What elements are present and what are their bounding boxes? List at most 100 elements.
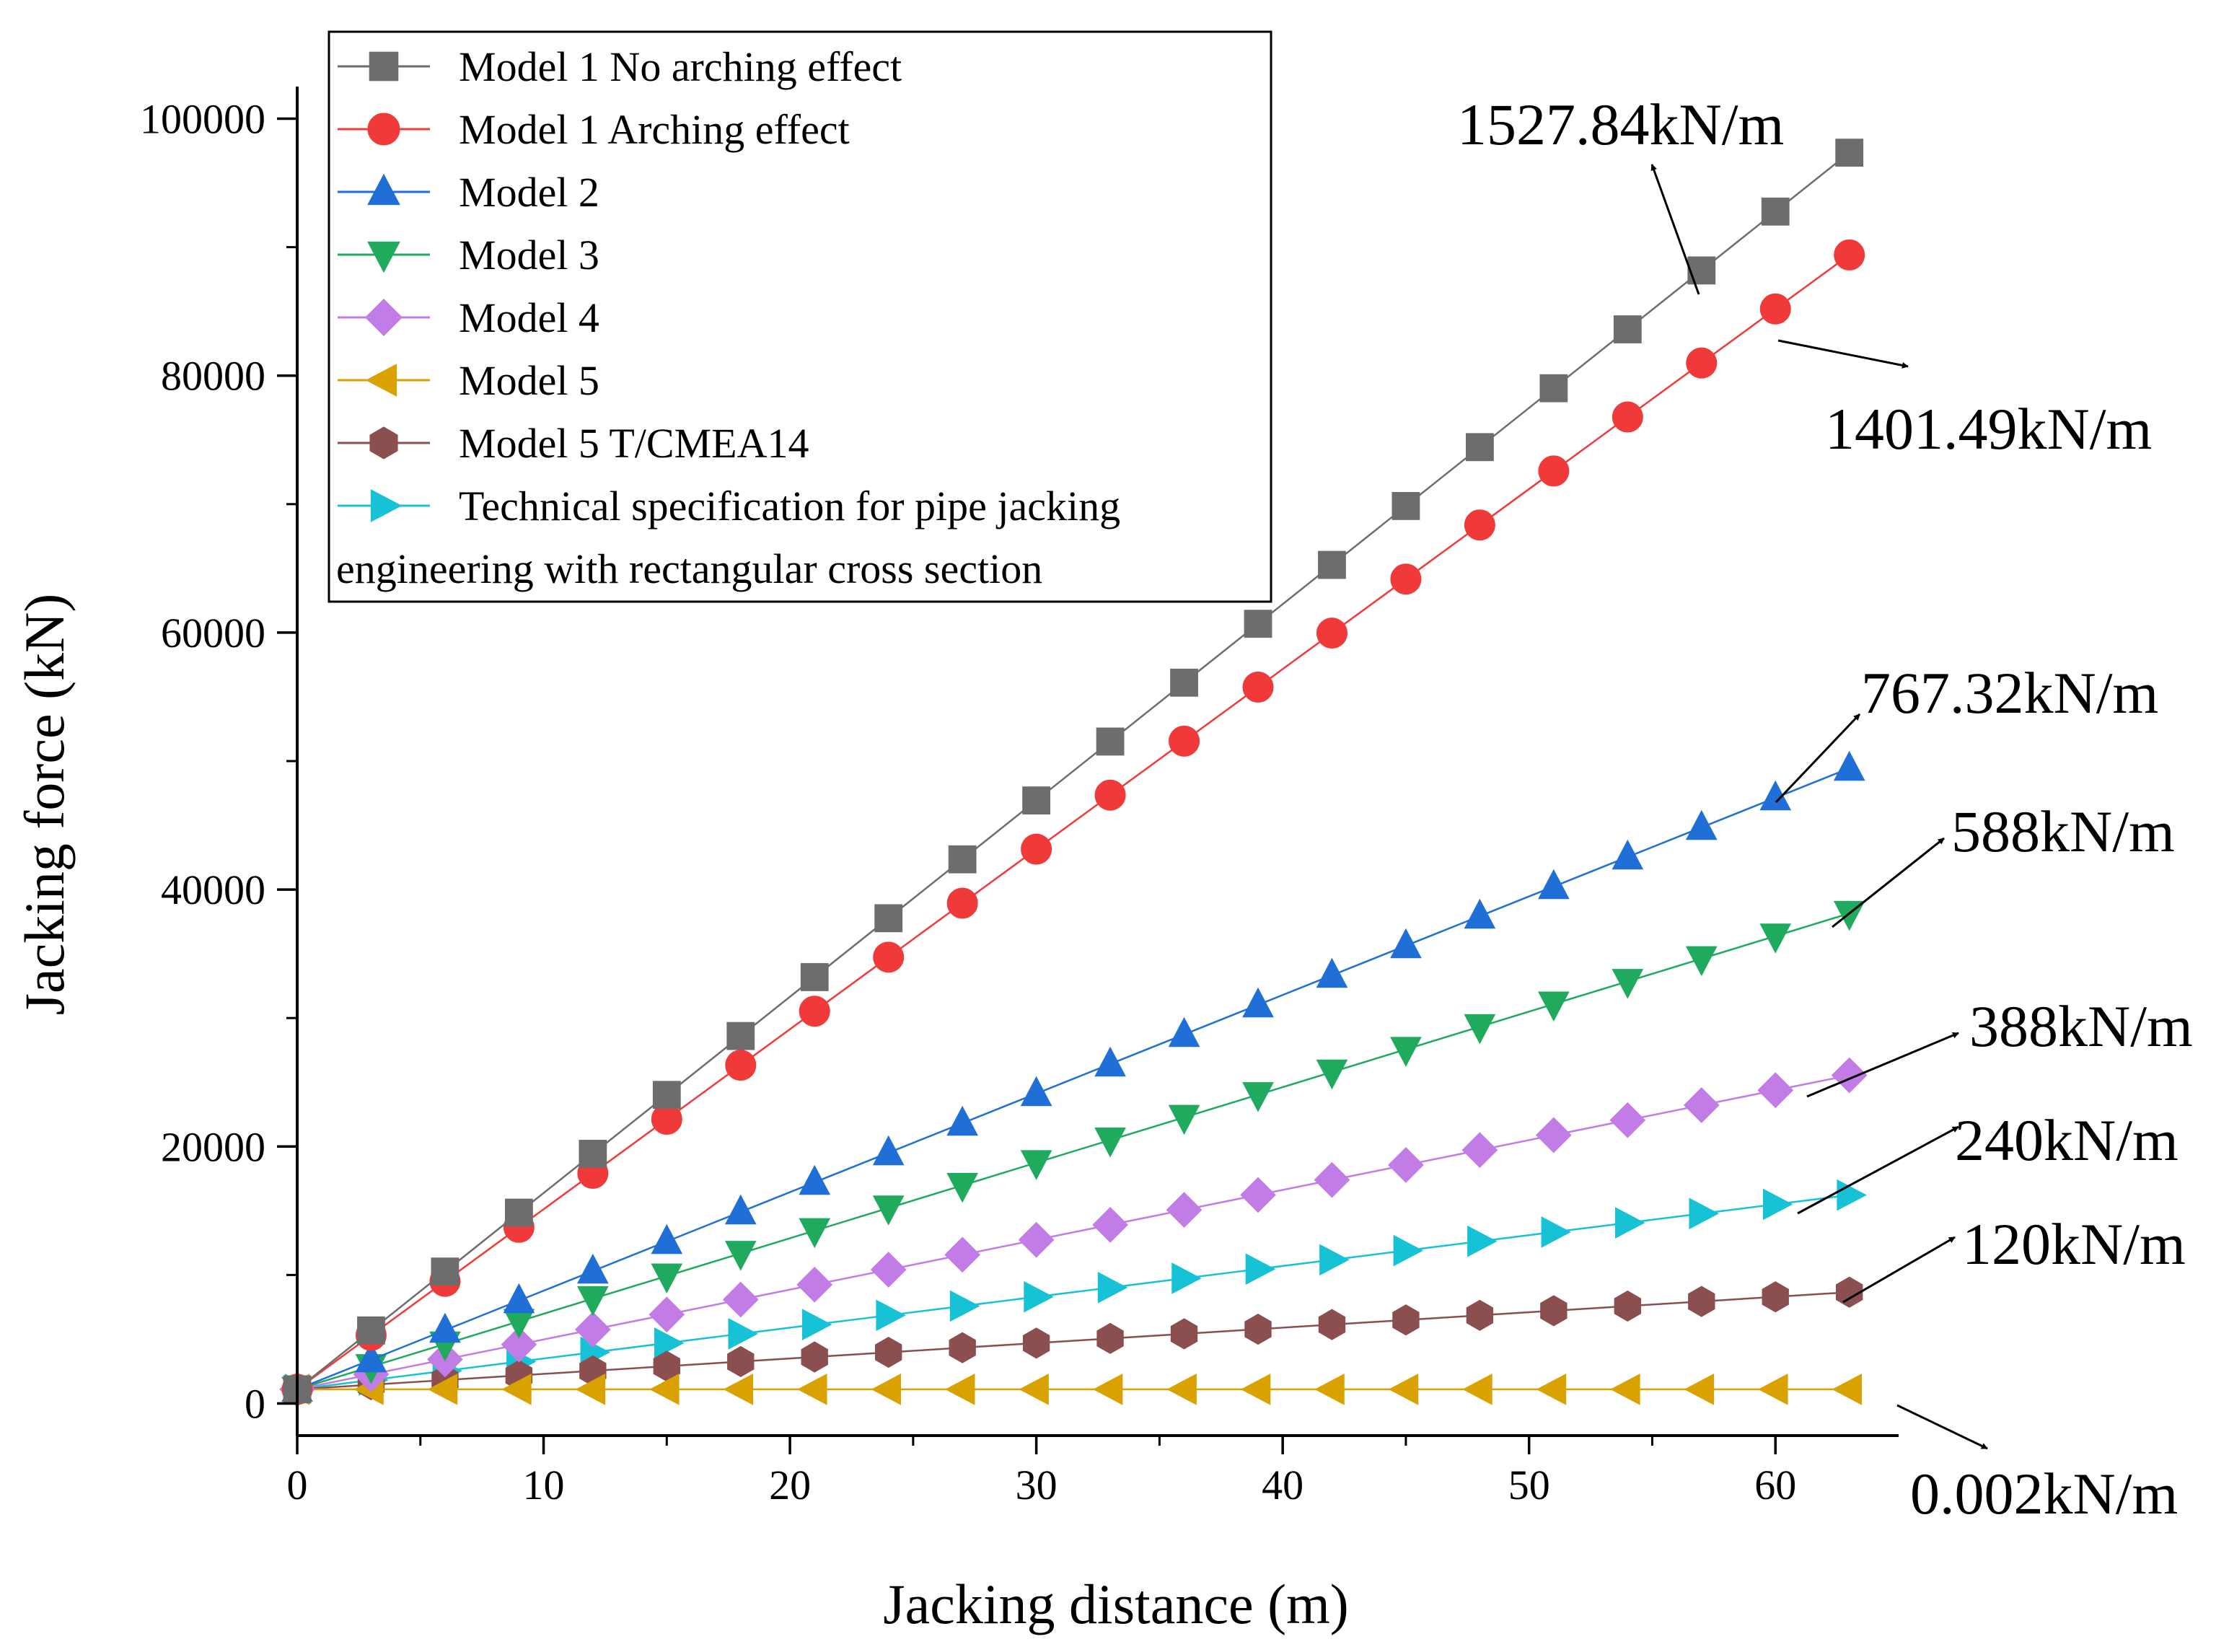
x-tick-label-6: 60 (1754, 1462, 1796, 1508)
series-5-point-12 (1166, 1374, 1197, 1405)
series-7-point-11 (1097, 1272, 1128, 1304)
series-3-point-11 (1094, 1128, 1126, 1158)
annotation-label-2: 767.32kN/m (1861, 660, 2158, 726)
series-6-point-7 (801, 1341, 828, 1373)
series-2-point-14 (1316, 957, 1348, 988)
series-4-point-3 (501, 1326, 537, 1363)
series-line-3 (296, 912, 1850, 1391)
series-1-point-21 (1834, 239, 1865, 271)
y-tick-label-1: 20000 (161, 1123, 265, 1170)
series-2-point-11 (1094, 1046, 1126, 1077)
series-3-point-10 (1020, 1150, 1052, 1180)
series-2-point-9 (946, 1105, 978, 1136)
annotation-label-1: 1401.49kN/m (1825, 396, 2152, 462)
series-0-point-21 (1835, 139, 1864, 167)
series-2-point-5 (651, 1223, 683, 1255)
series-5-point-4 (575, 1374, 606, 1405)
series-0-point-7 (800, 963, 829, 991)
legend-label-6: Model 5 T/CMEA14 (459, 420, 809, 467)
series-7-point-18 (1615, 1207, 1645, 1239)
legend-label-1: Model 1 Arching effect (459, 106, 850, 153)
series-1-point-11 (1094, 779, 1126, 811)
series-2-point-7 (799, 1164, 831, 1195)
x-tick-label-2: 20 (769, 1462, 811, 1508)
series-5-point-16 (1462, 1374, 1492, 1405)
series-0-point-15 (1392, 492, 1420, 520)
series-0-point-8 (874, 904, 903, 933)
series-4-point-16 (1461, 1132, 1498, 1169)
legend-marker-2 (367, 173, 400, 206)
annotation-label-4: 388kN/m (1969, 993, 2193, 1059)
series-2-point-18 (1612, 839, 1644, 870)
legend: Model 1 No arching effect Model 1 Arching… (327, 30, 1272, 603)
y-tick-label-4: 80000 (161, 353, 265, 400)
series-0 (283, 139, 1864, 1404)
series-6-point-15 (1392, 1304, 1420, 1336)
series-2-point-1 (355, 1342, 387, 1373)
series-line-1 (296, 254, 1850, 1390)
series-3-point-20 (1759, 923, 1792, 954)
series-5-point-5 (649, 1374, 680, 1405)
series-6-point-12 (1170, 1318, 1198, 1350)
series-4-point-9 (944, 1236, 981, 1273)
series-1-point-14 (1316, 618, 1347, 649)
series-5 (279, 1374, 1862, 1405)
series-0-point-11 (1096, 727, 1125, 756)
series-5-point-21 (1832, 1374, 1862, 1405)
series-3-point-8 (872, 1195, 905, 1226)
series-4-point-5 (649, 1296, 685, 1333)
series-0-point-17 (1539, 374, 1568, 403)
series-6-point-16 (1466, 1299, 1494, 1331)
series-2-point-8 (872, 1135, 905, 1166)
x-tick-label-5: 50 (1508, 1462, 1550, 1508)
series-2-point-6 (724, 1194, 757, 1225)
series-5-point-18 (1610, 1374, 1640, 1405)
annotation-label-0: 1527.84kN/m (1457, 92, 1784, 157)
series-4-point-11 (1092, 1206, 1128, 1243)
series-3-point-5 (651, 1263, 683, 1293)
y-tick-label-2: 40000 (161, 866, 265, 913)
series-6-point-8 (875, 1337, 902, 1368)
y-tick-label-0: 0 (245, 1380, 265, 1427)
legend-label-4: Model 4 (459, 294, 599, 341)
series-3 (281, 900, 1865, 1407)
series-4-point-7 (796, 1266, 833, 1303)
legend-marker-4 (364, 298, 403, 337)
series-0-point-20 (1761, 197, 1790, 226)
x-tick-label-0: 0 (287, 1462, 308, 1508)
series-5-point-9 (944, 1374, 975, 1405)
series-4-point-17 (1535, 1117, 1572, 1154)
series-7-point-16 (1467, 1225, 1498, 1257)
series-1-point-8 (873, 941, 905, 973)
series-0-point-4 (579, 1139, 607, 1168)
axes: 0 10 20 30 40 50 60 0 20000 40000 60000 80000 100000… (13, 87, 1899, 1635)
series-0-point-18 (1613, 315, 1642, 343)
annotation-label-6: 120kN/m (1962, 1211, 2186, 1277)
series-7-point-20 (1762, 1188, 1793, 1221)
x-tick-label-1: 10 (523, 1462, 565, 1508)
series-7-point-9 (949, 1290, 980, 1322)
series-6-point-6 (727, 1345, 755, 1377)
series-1-point-7 (799, 996, 830, 1027)
annotation-arrow-0 (1650, 164, 1700, 295)
series-2-point-12 (1168, 1016, 1200, 1047)
series-7-point-15 (1393, 1234, 1424, 1267)
series-3-point-19 (1685, 946, 1718, 977)
series-7-point-17 (1541, 1216, 1572, 1248)
series-7-point-6 (728, 1318, 758, 1350)
series-0-point-3 (504, 1198, 533, 1227)
series-5-point-2 (427, 1374, 458, 1405)
series-6-point-18 (1614, 1290, 1641, 1322)
series-5-point-19 (1684, 1374, 1715, 1405)
series-2-point-10 (1020, 1076, 1052, 1107)
series-2-point-2 (429, 1312, 461, 1343)
series-4 (279, 1057, 1868, 1407)
series-3-point-17 (1538, 991, 1570, 1021)
series-1-point-9 (946, 887, 978, 919)
series-4-point-21 (1831, 1057, 1868, 1094)
legend-marker-7 (370, 489, 403, 522)
series-5-point-7 (797, 1374, 827, 1405)
y-tick-label-3: 60000 (161, 610, 265, 656)
series-6-point-10 (1022, 1327, 1050, 1359)
